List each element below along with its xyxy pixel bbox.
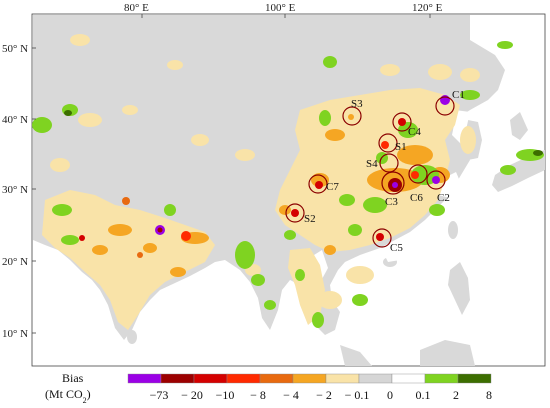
bias-hotspots [79,95,450,258]
legend-tick-label: − 2 [316,388,332,402]
lon-tick-80: 80° E [124,2,149,14]
site-label-s1: S1 [395,141,407,153]
legend-swatch [292,373,327,384]
bias-green-regions [32,41,544,328]
site-label-c5: C5 [390,242,403,254]
legend-tick-label: 0.1 [416,388,431,402]
legend-swatch [391,373,426,384]
latitude-ticks: 50° N 40° N 30° N 20° N 10° N [2,43,36,340]
site-rings [285,96,455,248]
legend-swatch [127,373,162,384]
legend-tick-label: − 20 [181,388,203,402]
color-legend: Bias (Mt CO2) −73 − 20 −10 − 8 − 4 − 2 − 0.1 0 0… [45,371,492,405]
legend-tick-labels: −73 − 20 −10 − 8 − 4 − 2 − 0.1 0 0.1 2 8 [150,388,492,402]
site-label-s2: S2 [304,213,316,225]
lat-tick-10: 10° N [2,328,28,340]
legend-swatch [160,373,195,384]
legend-tick-label: 8 [486,388,492,402]
legend-unit: (Mt CO2) [45,387,91,405]
legend-tick-label: 2 [453,388,459,402]
legend-swatch [424,373,459,384]
legend-swatch [358,373,393,384]
site-label-c7: C7 [326,181,339,193]
site-label-c4: C4 [408,126,421,138]
lon-tick-120: 120° E [412,2,443,14]
legend-swatch [325,373,360,384]
legend-title: Bias [62,371,84,385]
bias-dark-green-spots [64,110,543,156]
legend-swatch [226,373,261,384]
lat-tick-30: 30° N [2,184,28,196]
legend-swatch [193,373,228,384]
legend-tick-label: − 4 [283,388,299,402]
legend-swatch [457,373,492,384]
site-label-s3: S3 [351,98,363,110]
site-label-c1: C1 [452,89,465,101]
lat-tick-40: 40° N [2,114,28,126]
legend-tick-label: −73 [150,388,169,402]
site-label-c3: C3 [385,196,398,208]
legend-tick-label: − 8 [250,388,266,402]
legend-tick-label: − 0.1 [345,388,370,402]
site-label-c6: C6 [410,192,423,204]
site-labels: C1 C2 C3 C4 C5 C6 C7 S1 S2 S3 S4 [304,89,465,254]
lon-tick-100: 100° E [265,2,296,14]
longitude-ticks: 80° E 100° E 120° E [124,2,443,18]
lat-tick-50: 50° N [2,43,28,55]
legend-tick-label: −10 [216,388,235,402]
legend-swatches [127,373,492,384]
legend-tick-label: 0 [387,388,393,402]
site-label-c2: C2 [437,192,450,204]
legend-swatch [259,373,294,384]
lat-tick-20: 20° N [2,256,28,268]
site-label-s4: S4 [366,158,378,170]
